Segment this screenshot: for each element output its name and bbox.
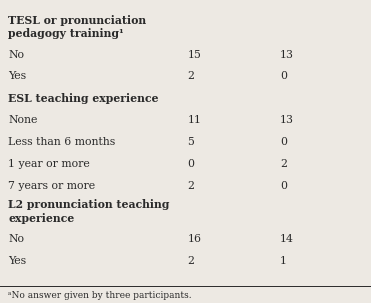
Text: Yes: Yes — [8, 256, 26, 266]
Text: 15: 15 — [187, 50, 201, 60]
Text: No: No — [8, 234, 24, 244]
Text: 2: 2 — [187, 181, 194, 191]
Text: 0: 0 — [187, 159, 194, 169]
Text: 1: 1 — [280, 256, 287, 266]
Text: 16: 16 — [187, 234, 201, 244]
Text: Less than 6 months: Less than 6 months — [8, 137, 115, 147]
Text: 2: 2 — [280, 159, 287, 169]
Text: ESL teaching experience: ESL teaching experience — [8, 93, 159, 104]
Text: 11: 11 — [187, 115, 201, 125]
Text: None: None — [8, 115, 37, 125]
Text: 0: 0 — [280, 72, 287, 82]
Text: ᵃNo answer given by three participants.: ᵃNo answer given by three participants. — [8, 291, 192, 300]
Text: 13: 13 — [280, 115, 294, 125]
Text: No: No — [8, 50, 24, 60]
Text: 13: 13 — [280, 50, 294, 60]
Text: 2: 2 — [187, 256, 194, 266]
Text: TESL or pronunciation
pedagogy training¹: TESL or pronunciation pedagogy training¹ — [8, 15, 146, 39]
Text: 5: 5 — [187, 137, 194, 147]
Text: L2 pronunciation teaching
experience: L2 pronunciation teaching experience — [8, 199, 170, 224]
Text: 7 years or more: 7 years or more — [8, 181, 95, 191]
Text: Yes: Yes — [8, 72, 26, 82]
Text: 0: 0 — [280, 181, 287, 191]
Text: 1 year or more: 1 year or more — [8, 159, 90, 169]
Text: 0: 0 — [280, 137, 287, 147]
Text: 14: 14 — [280, 234, 294, 244]
Text: 2: 2 — [187, 72, 194, 82]
